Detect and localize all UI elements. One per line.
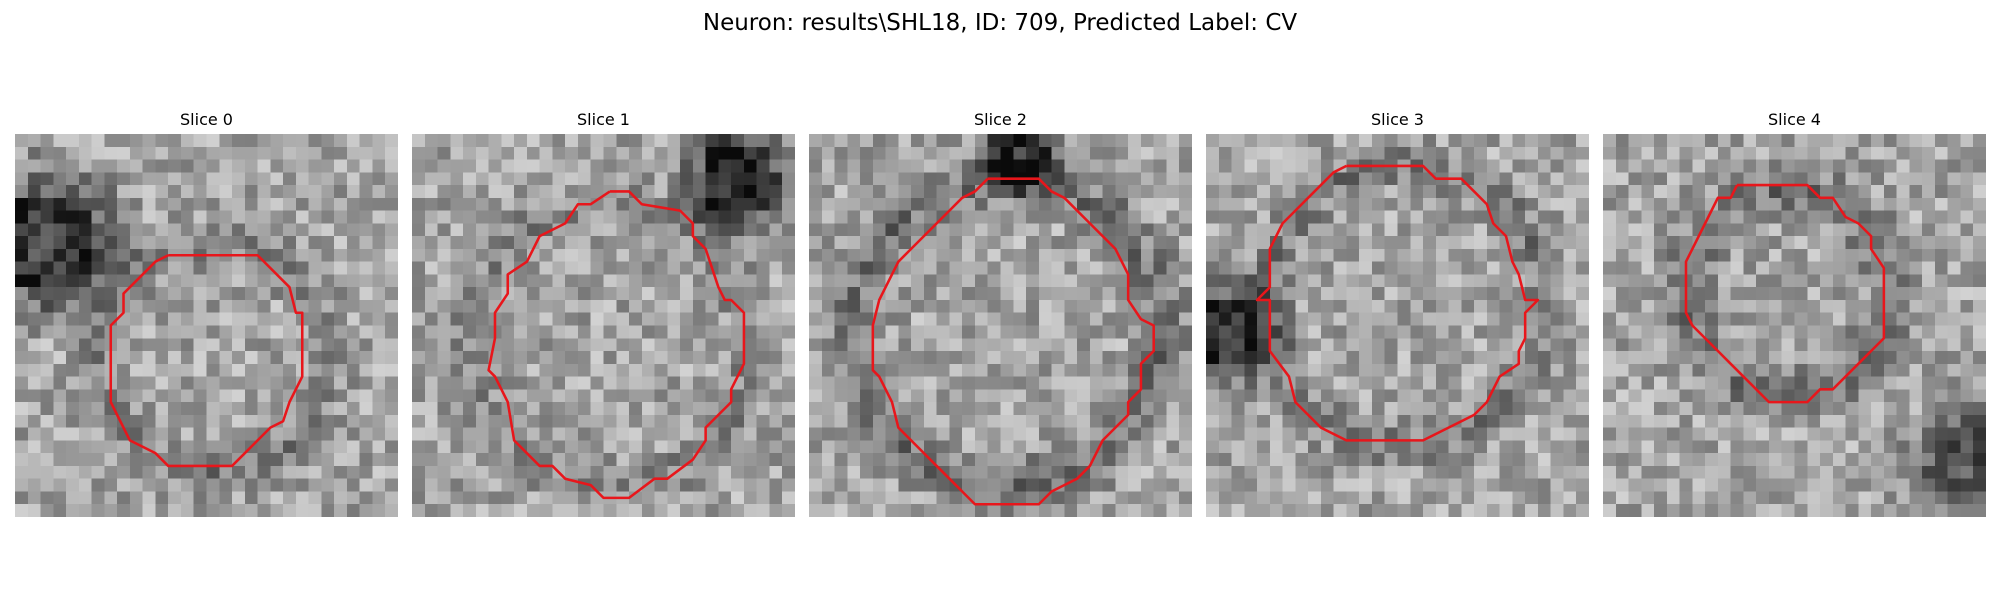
slice-panel-0: Slice 0 bbox=[15, 108, 398, 517]
contour-outline bbox=[1684, 183, 1886, 404]
contour-outline bbox=[109, 254, 304, 468]
slice-title: Slice 2 bbox=[974, 110, 1027, 129]
slice-panel-2: Slice 2 bbox=[809, 108, 1192, 517]
slice-title: Slice 1 bbox=[577, 110, 630, 129]
slice-panel-4: Slice 4 bbox=[1603, 108, 1986, 517]
slice-panel-3: Slice 3 bbox=[1206, 108, 1589, 517]
contour-outline bbox=[487, 190, 746, 500]
contour-outline bbox=[1255, 164, 1540, 442]
contour-outline bbox=[871, 177, 1155, 506]
slice-title: Slice 4 bbox=[1768, 110, 1821, 129]
slice-image bbox=[412, 134, 795, 517]
slice-title: Slice 0 bbox=[180, 110, 233, 129]
slice-panel-1: Slice 1 bbox=[412, 108, 795, 517]
slice-title: Slice 3 bbox=[1371, 110, 1424, 129]
slice-image bbox=[1603, 134, 1986, 517]
figure-title: Neuron: results\SHL18, ID: 709, Predicte… bbox=[702, 10, 1298, 36]
slice-image bbox=[15, 134, 398, 517]
